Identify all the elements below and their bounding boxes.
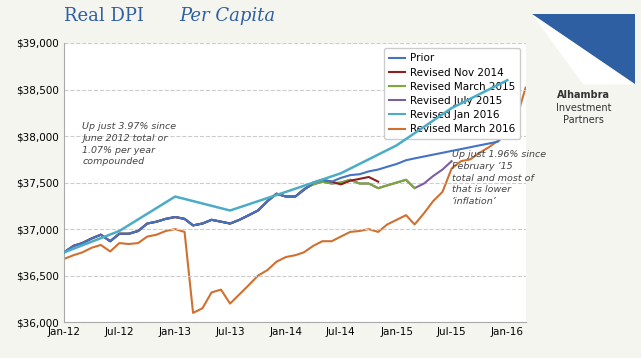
Text: Partners: Partners: [563, 115, 604, 125]
Text: Real DPI: Real DPI: [64, 7, 150, 25]
Text: Up just 3.97% since
June 2012 total or
1.07% per year
compounded: Up just 3.97% since June 2012 total or 1…: [82, 122, 176, 166]
Polygon shape: [532, 14, 635, 84]
Text: Alhambra: Alhambra: [557, 90, 610, 100]
Text: Up just 1.96% since
February ’15
total and most of
that is lower
‘inflation’: Up just 1.96% since February ’15 total a…: [451, 150, 545, 206]
Polygon shape: [532, 14, 635, 84]
Legend: Prior, Revised Nov 2014, Revised March 2015, Revised July 2015, Revised Jan 2016: Prior, Revised Nov 2014, Revised March 2…: [384, 48, 520, 139]
Text: Investment: Investment: [556, 102, 611, 112]
Text: Per Capita: Per Capita: [179, 7, 276, 25]
